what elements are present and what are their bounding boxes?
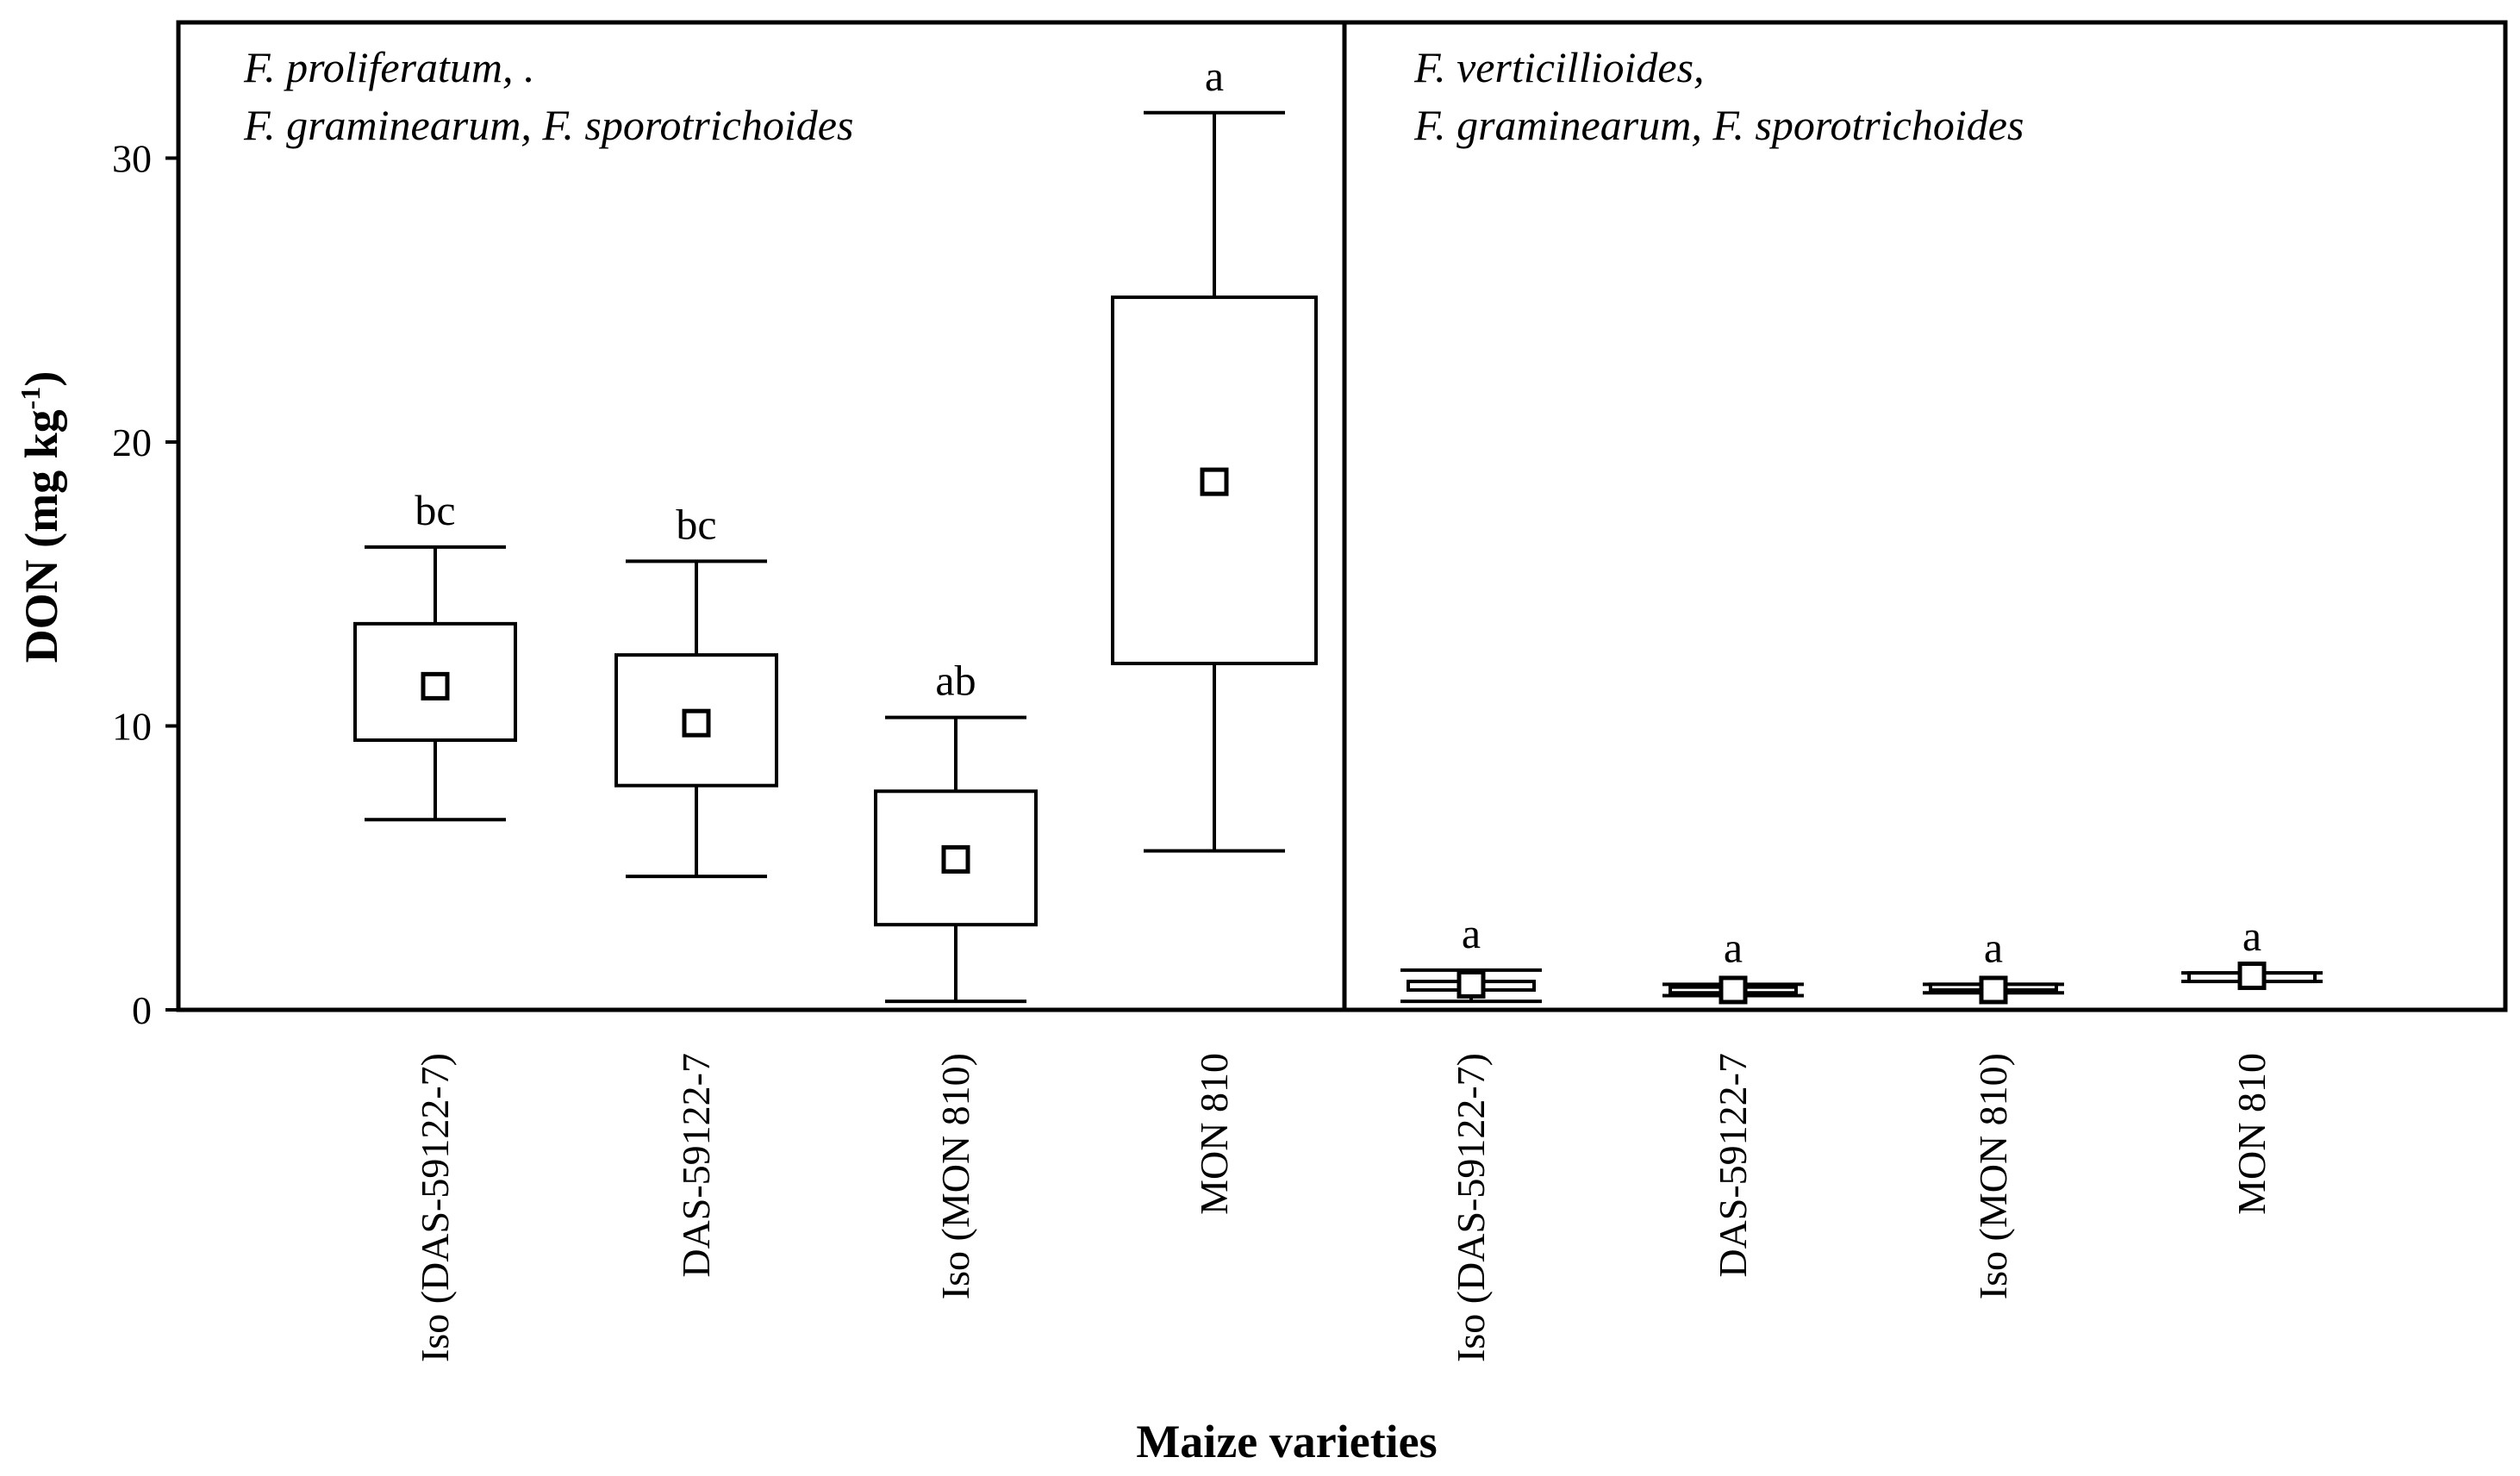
y-axis-title-main: DON (mg kg [16,409,67,663]
panel-1-box-3-significance-label: ab [935,657,976,705]
panel-1-box-3-mean-marker [941,844,970,874]
category-labels: Iso (DAS-59122-7) DAS-59122-7 Iso (MON 810… [413,1053,2274,1362]
y-axis: 0 10 20 30 [112,137,178,1032]
panel-2-title-line-1: F. verticillioides, [1413,43,1705,91]
panel-2-title-line-2: F. graminearum, F. sporotrichoides [1413,101,2024,149]
panel-2-box-2: a [1662,923,1804,1005]
panel-1-box-4: a [1111,52,1318,853]
panel-1-box-2-mean-marker [682,708,711,738]
y-tick-label-1: 10 [112,705,152,749]
panel-1-box-4-significance-label: a [1205,52,1224,100]
panel-1-box-4-mean-marker [1200,467,1229,496]
panel-2-box-3: a [1923,923,2064,1005]
y-tick-label-2: 20 [112,420,152,464]
x-axis-title: Maize varieties [1136,1416,1437,1467]
panel-1-box-2: bc [614,500,778,879]
panel-1-category-label-2: DAS-59122-7 [674,1053,718,1278]
panel-2-category-label-1: Iso (DAS-59122-7) [1449,1053,1493,1362]
panel-2-category-label-3: Iso (MON 810) [1971,1053,2015,1299]
panel-1-box-1-mean-marker [421,671,450,701]
panel-1-box-2-significance-label: bc [676,500,716,548]
panel-2-category-label-4: MON 810 [2230,1053,2274,1215]
panel-2-box-2-mean-marker [1718,975,1748,1005]
panel-2-box-2-significance-label: a [1724,923,1743,971]
panel-1-title-line-1: F. proliferatum, . [243,43,535,91]
plot-frame [176,20,2508,1012]
y-axis-title: DON (mg kg-1) [15,371,67,663]
panel-2-box-4-significance-label: a [2242,912,2261,960]
panel-1-box-1-significance-label: bc [415,486,455,534]
panel-2-box-3-mean-marker [1979,975,2008,1005]
y-axis-title-close: ) [16,371,67,387]
panel-2-box-1: a [1400,909,1542,1004]
panel-1-box-1: bc [353,486,517,822]
panel-2-box-4: a [2181,912,2323,990]
panel-2-box-4-mean-marker [2237,961,2267,990]
panel-1-title-line-2: F. graminearum, F. sporotrichoides [243,101,853,149]
box-series: bc bc ab a a a a a [353,52,2323,1005]
panel-2-category-label-2: DAS-59122-7 [1711,1053,1755,1278]
panel-2-box-1-mean-marker [1456,969,1486,999]
panel-1-box-1-iqr-box [353,621,517,742]
panel-2-box-1-significance-label: a [1462,909,1481,957]
y-tick-label-3: 30 [112,137,152,181]
panel-2-box-3-significance-label: a [1984,923,2003,971]
panel-1-category-label-3: Iso (MON 810) [933,1053,977,1299]
panel-1-category-label-1: Iso (DAS-59122-7) [413,1053,457,1362]
panel-1-category-label-4: MON 810 [1192,1053,1236,1215]
panel-1-box-3: ab [874,657,1038,1004]
y-axis-title-superscript: -1 [15,387,46,410]
y-tick-label-0: 0 [132,988,152,1032]
